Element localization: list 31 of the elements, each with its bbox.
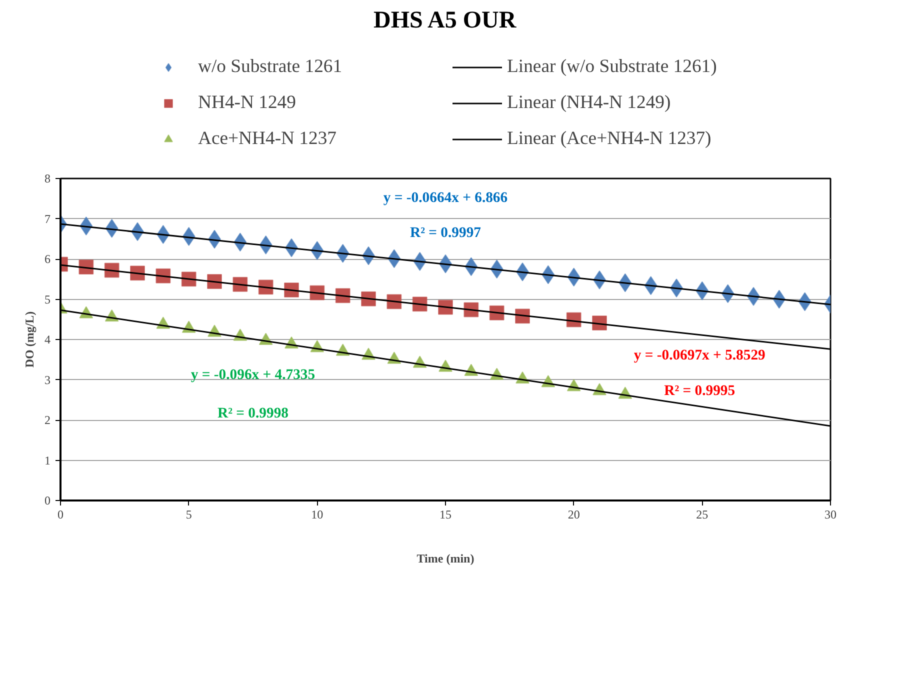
annotation: R² = 0.9998 [218, 406, 288, 422]
y-tick-label: 7 [44, 212, 50, 226]
x-tick-label: 20 [568, 508, 580, 522]
y-tick-label: 8 [44, 172, 50, 186]
y-tick-label: 4 [44, 332, 50, 346]
x-tick-label: 5 [186, 508, 192, 522]
y-tick-label: 3 [44, 372, 50, 387]
x-tick-label: 10 [311, 508, 324, 522]
y-tick-label: 6 [44, 252, 50, 266]
annotation: R² = 0.9995 [664, 383, 736, 400]
legend-label: w/o Substrate 1261 [198, 56, 344, 78]
legend-label: Linear (NH4-N 1249) [507, 92, 672, 114]
annotation: y = -0.0664x + 6.866 [383, 190, 508, 206]
legend-label: Ace+NH4-N 1237 [198, 128, 338, 150]
y-tick-label: 2 [44, 413, 50, 427]
legend-label: Linear (w/o Substrate 1261) [507, 56, 718, 78]
y-axis-title: DO (mg/L) [22, 311, 36, 368]
chart-title: DHS A5 OUR [373, 8, 517, 34]
y-tick-label: 0 [44, 494, 50, 508]
legend-label: Linear (Ace+NH4-N 1237) [507, 128, 712, 150]
x-axis-title: Time (min) [416, 552, 474, 566]
y-tick-label: 5 [44, 292, 50, 306]
x-tick-label: 0 [58, 508, 64, 522]
x-tick-label: 15 [440, 508, 452, 522]
annotation: y = -0.0697x + 5.8529 [634, 348, 766, 364]
y-tick-label: 1 [44, 453, 50, 468]
legend-label: NH4-N 1249 [198, 92, 297, 114]
x-tick-label: 30 [824, 508, 836, 522]
x-tick-label: 25 [696, 508, 708, 522]
annotation: y = -0.096x + 4.7335 [190, 366, 316, 383]
annotation: R² = 0.9997 [410, 225, 481, 242]
